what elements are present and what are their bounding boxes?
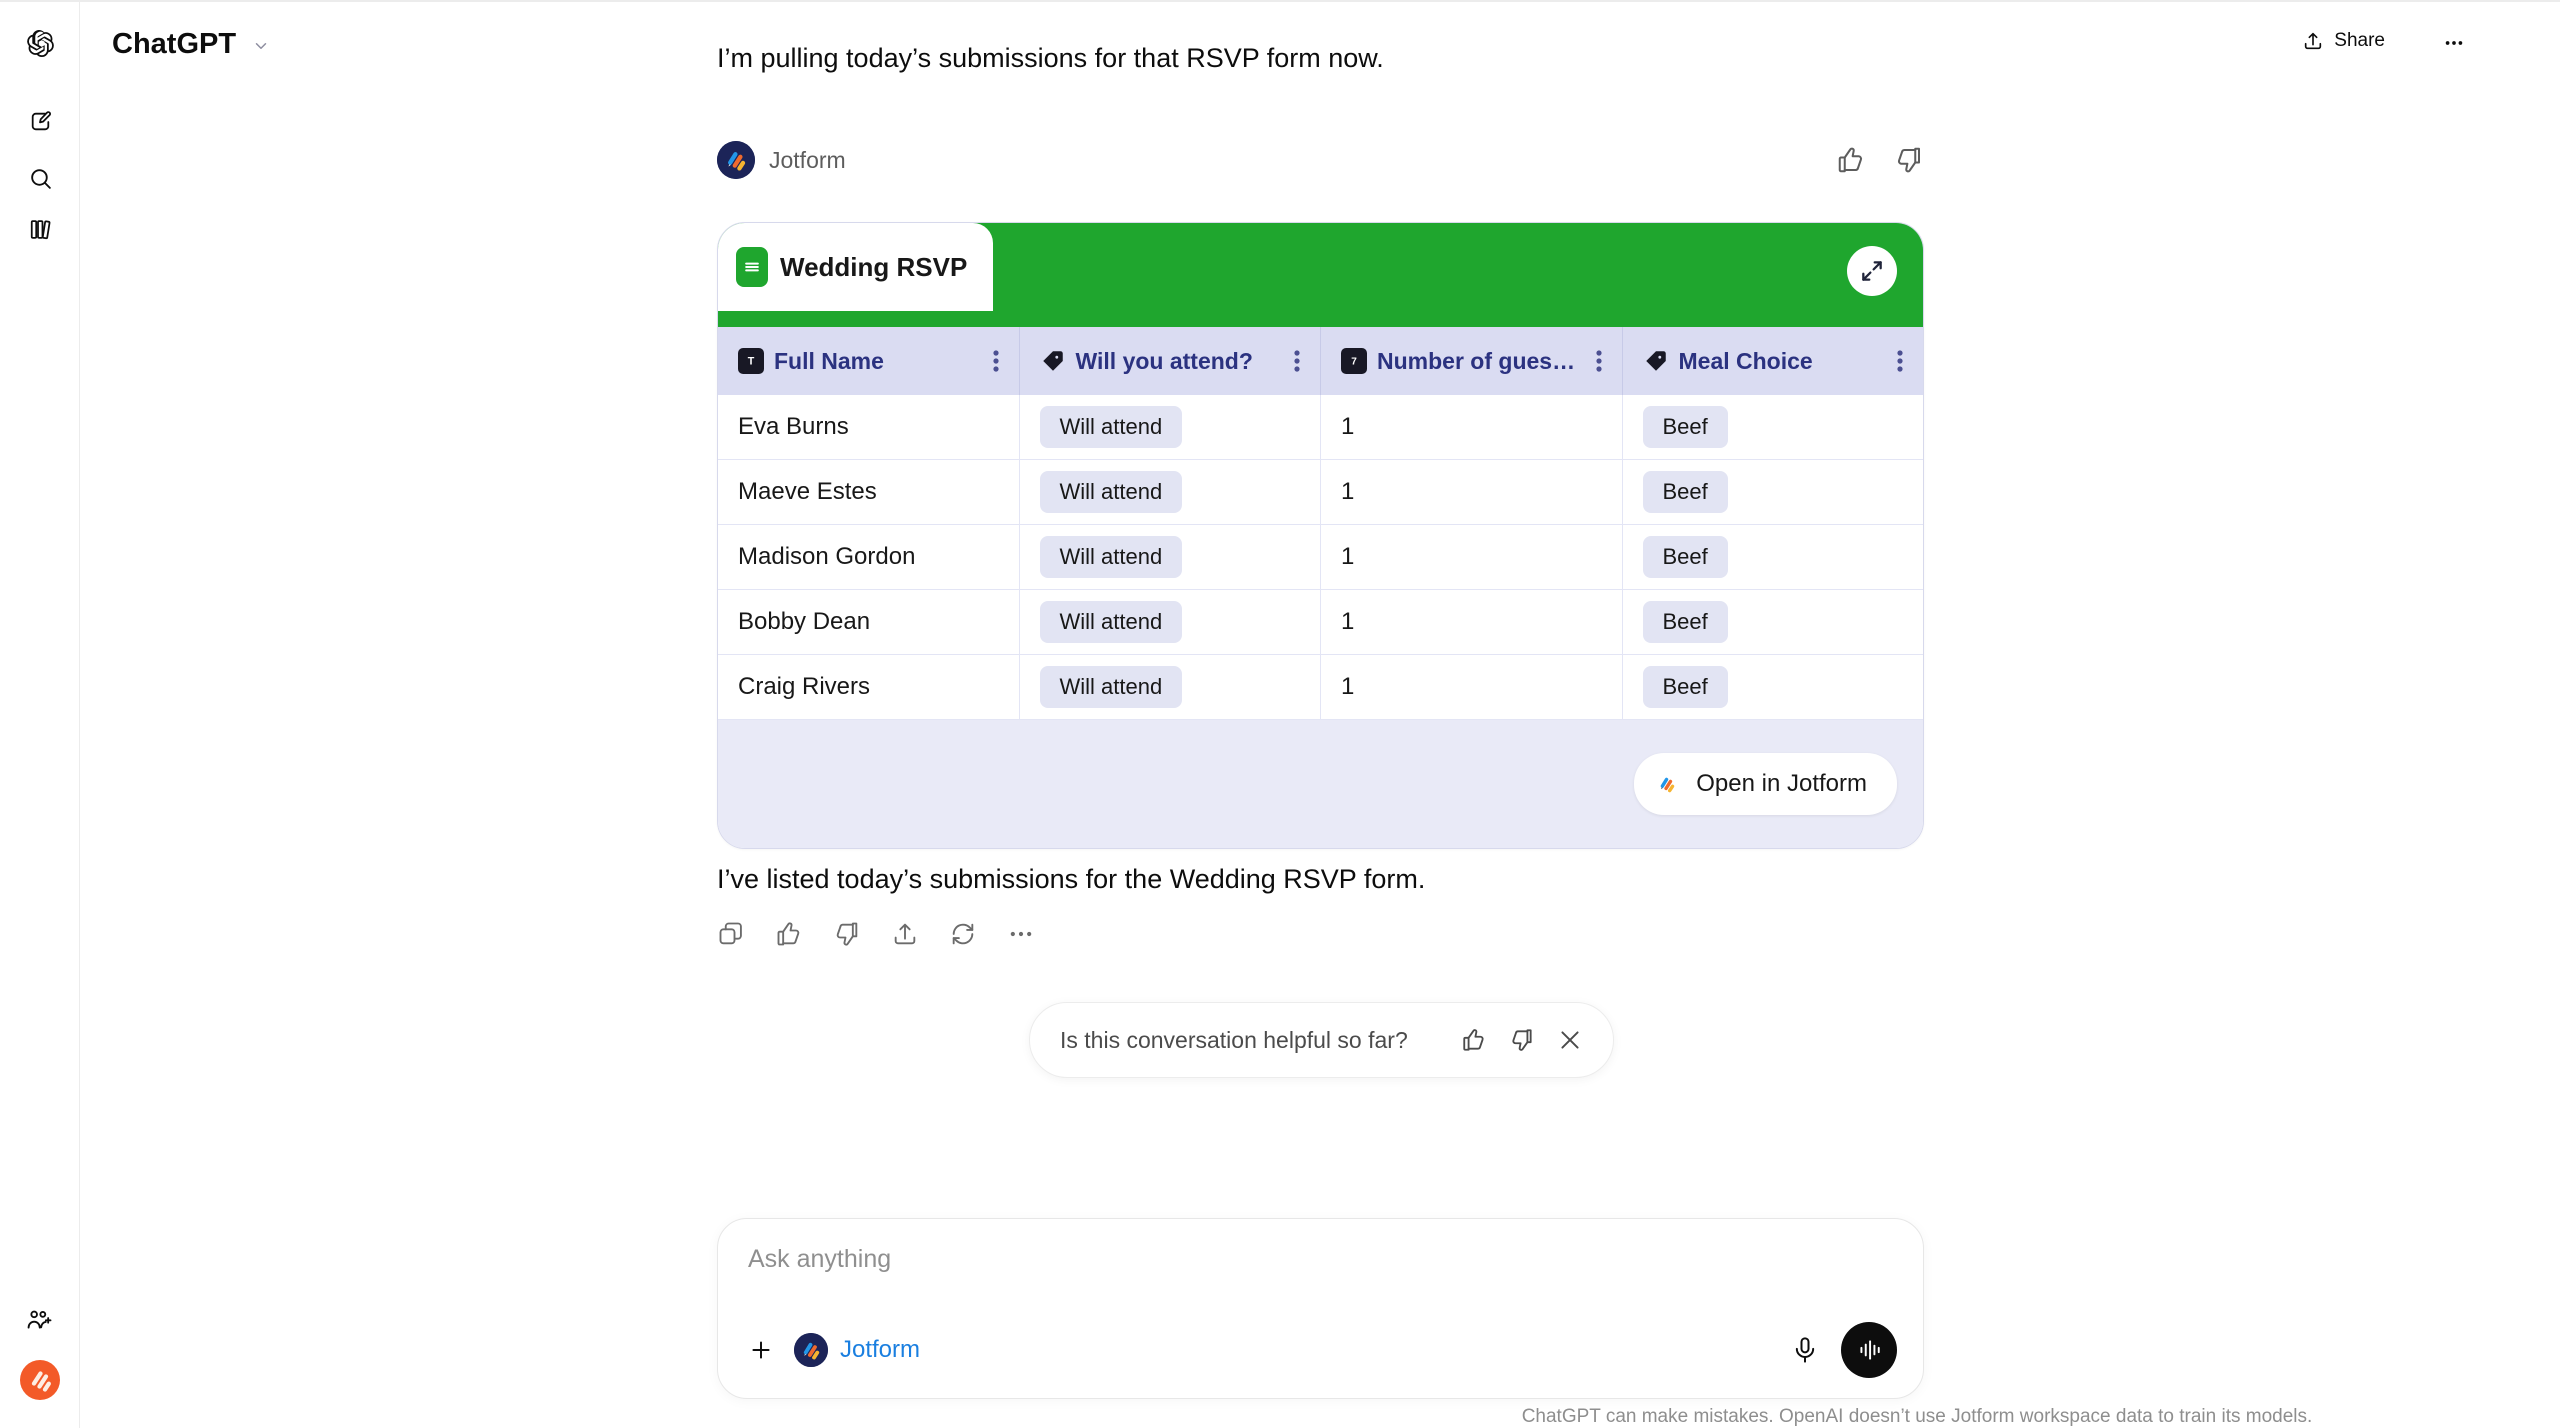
svg-text:7: 7 bbox=[1351, 356, 1357, 367]
svg-text:T: T bbox=[748, 355, 755, 367]
